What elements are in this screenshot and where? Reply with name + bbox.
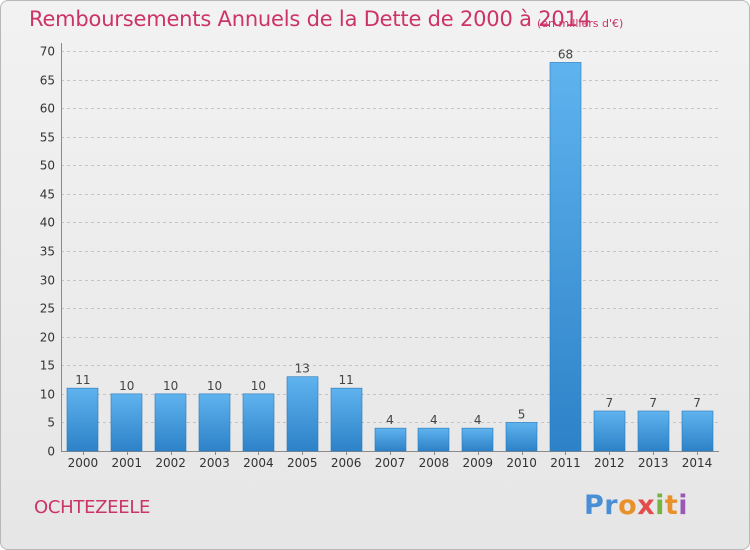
bar — [374, 427, 407, 452]
x-tick-label: 2011 — [550, 456, 581, 470]
x-tick-label: 2003 — [199, 456, 230, 470]
bar — [242, 393, 275, 452]
bar-value-label: 4 — [430, 413, 438, 427]
chart-unit-label: (en milliers d'€) — [537, 17, 624, 30]
bar — [505, 422, 538, 452]
bar — [417, 427, 450, 452]
bar — [154, 393, 187, 452]
bar-value-label: 13 — [295, 362, 310, 376]
y-tick-label: 5 — [47, 416, 55, 430]
bar — [593, 410, 626, 452]
y-tick-label: 30 — [40, 274, 55, 288]
y-tick-label: 20 — [40, 331, 55, 345]
bar-value-label: 10 — [207, 379, 222, 393]
bar — [637, 410, 670, 452]
gridlines — [61, 51, 719, 423]
bar-value-label: 10 — [251, 379, 266, 393]
bar-value-label: 7 — [693, 396, 701, 410]
y-tick-label: 45 — [40, 188, 55, 202]
bar — [461, 427, 494, 452]
x-tick-label: 2001 — [112, 456, 143, 470]
y-tick-label: 25 — [40, 302, 55, 316]
x-tick-label: 2010 — [506, 456, 537, 470]
bar-value-label: 7 — [649, 396, 657, 410]
bar-value-label: 11 — [338, 373, 353, 387]
x-tick-label: 2008 — [419, 456, 450, 470]
y-tick-label: 35 — [40, 245, 55, 259]
bar — [110, 393, 143, 452]
bar-value-label: 4 — [386, 413, 394, 427]
y-tick-label: 10 — [40, 388, 55, 402]
bar-value-label: 11 — [75, 373, 90, 387]
x-tick-label: 2009 — [462, 456, 493, 470]
x-tick-label: 2002 — [155, 456, 186, 470]
bar-value-label: 68 — [558, 47, 573, 61]
chart-title: Remboursements Annuels de la Dette de 20… — [29, 7, 591, 31]
x-tick-label: 2013 — [638, 456, 669, 470]
bar — [198, 393, 231, 452]
x-tick-label: 2014 — [682, 456, 713, 470]
y-tick-label: 0 — [47, 445, 55, 459]
y-tick-label: 50 — [40, 159, 55, 173]
x-tick-label: 2006 — [331, 456, 362, 470]
bar-value-label: 10 — [119, 379, 134, 393]
y-tick-label: 65 — [40, 74, 55, 88]
y-tick-label: 60 — [40, 102, 55, 116]
proxiti-logo: Proxiti — [584, 490, 689, 521]
bar-value-label: 7 — [606, 396, 614, 410]
bar-value-label: 4 — [474, 413, 482, 427]
y-tick-label: 55 — [40, 131, 55, 145]
y-tick-label: 70 — [40, 45, 55, 59]
x-tick-label: 2004 — [243, 456, 274, 470]
bar — [549, 62, 582, 452]
bar — [681, 410, 714, 452]
x-tick-label: 2005 — [287, 456, 318, 470]
x-tick-label: 2007 — [375, 456, 406, 470]
commune-name: OCHTEZEELE — [34, 497, 151, 518]
data-labels: 11 10 10 10 10 13 11 4 4 4 5 68 7 7 7 — [75, 47, 701, 427]
y-tick-label: 40 — [40, 216, 55, 230]
x-tick-label: 2012 — [594, 456, 625, 470]
bar — [66, 387, 99, 452]
bars — [66, 62, 714, 452]
bar — [330, 387, 363, 452]
bar-value-label: 5 — [518, 407, 526, 421]
y-tick-label: 15 — [40, 359, 55, 373]
bar-value-label: 10 — [163, 379, 178, 393]
bar — [286, 376, 319, 452]
x-tick-label: 2000 — [68, 456, 99, 470]
